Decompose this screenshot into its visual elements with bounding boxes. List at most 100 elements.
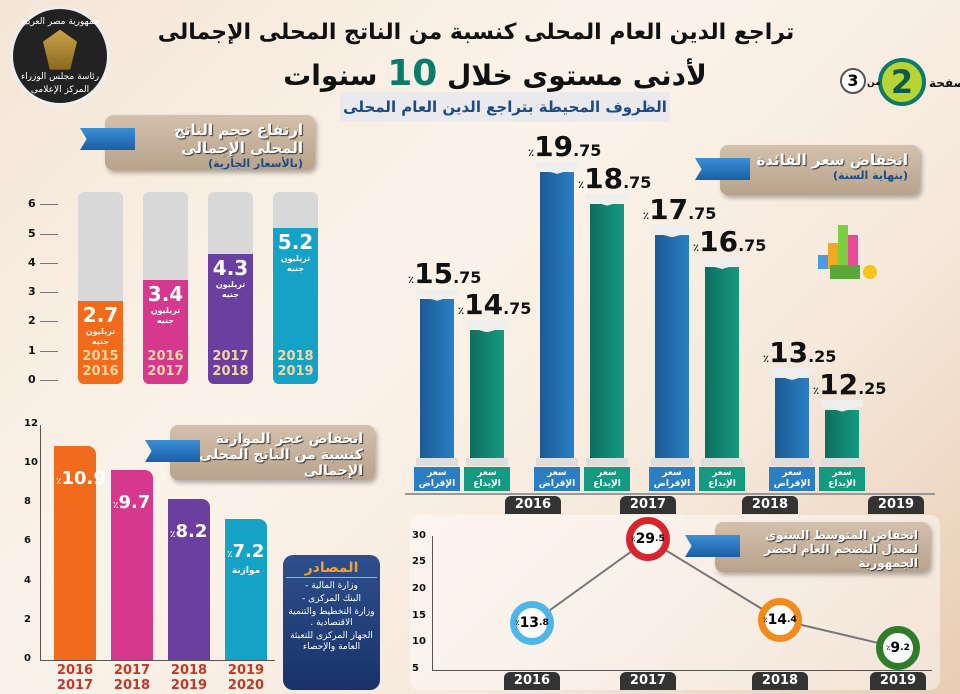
value-int: 14 bbox=[464, 288, 504, 322]
bar-value-label: 2.7 bbox=[82, 302, 119, 327]
lending-rate-bar bbox=[655, 235, 689, 458]
inflation-point: ٪ 29.5 bbox=[626, 517, 670, 562]
gdp-bar bbox=[273, 227, 318, 384]
year-label: 2019 bbox=[870, 672, 926, 690]
ribbon-icon bbox=[695, 158, 750, 180]
deposit-rate-label: سعر الإيداع bbox=[464, 467, 510, 491]
y-tick-label: 20 bbox=[412, 583, 426, 595]
y-tick-label: 10 bbox=[24, 457, 38, 468]
value-int: 17 bbox=[649, 193, 689, 227]
year-label: 2017 bbox=[147, 364, 184, 379]
value: 8.2 bbox=[175, 521, 208, 543]
y-tick-label: 6 bbox=[28, 197, 36, 211]
value: 10.9 bbox=[61, 468, 106, 490]
bar-cap bbox=[536, 161, 578, 174]
y-tick-label: 4 bbox=[28, 255, 36, 269]
deposit-rate-label: سعر الإيداع bbox=[819, 467, 865, 491]
year-label: 2019 bbox=[170, 678, 208, 693]
section-subtitle: الظروف المحيطة بتراجع الدين العام المحلى bbox=[340, 92, 670, 122]
rate-value-label: ٪14.75 bbox=[458, 290, 531, 319]
lending-rate-bar bbox=[420, 298, 454, 458]
y-tick-label: 10 bbox=[412, 636, 426, 648]
percent-sign: ٪ bbox=[528, 147, 535, 159]
year-label: 2016 bbox=[82, 364, 119, 379]
value-int: 18 bbox=[584, 161, 624, 195]
unit-label: تريليون جنيه bbox=[85, 326, 116, 346]
deposit-rate-bar bbox=[705, 267, 739, 458]
year-label: 2017 bbox=[212, 349, 249, 364]
bar-base bbox=[701, 458, 743, 466]
year-label: 2018 bbox=[752, 672, 808, 690]
rate-value-label: ٪15.75 bbox=[408, 259, 481, 288]
chart-title: ارتفاع حجم الناتج المحلى الإجمالى bbox=[174, 121, 303, 157]
source-item: وزارة التخطيط والتنمية الاقتصادية . bbox=[288, 607, 375, 628]
page-current: 2 bbox=[878, 58, 926, 106]
bar-cap bbox=[416, 288, 458, 301]
y-tick-label: 5 bbox=[28, 226, 36, 240]
sources-box: المصادر وزارة المالية - البنك المركزى - … bbox=[283, 555, 380, 690]
y-tick-label: 2 bbox=[24, 613, 31, 625]
y-tick-label: 15 bbox=[412, 609, 426, 621]
page-label: صفحة bbox=[929, 76, 960, 90]
bar-base bbox=[586, 458, 628, 466]
value-int: 19 bbox=[534, 129, 574, 163]
chart-subtitle: (بالأسعار الجارية) bbox=[208, 157, 303, 170]
y-tick-mark bbox=[40, 321, 58, 323]
percent-sign: ٪ bbox=[763, 615, 768, 624]
value-int: 16 bbox=[699, 225, 739, 259]
bar-cap bbox=[821, 399, 863, 412]
x-axis-line bbox=[40, 660, 275, 661]
value-dec: .2 bbox=[900, 642, 910, 653]
money-chart-icon bbox=[808, 225, 883, 290]
sources-title: المصادر bbox=[286, 559, 377, 578]
value-dec: .25 bbox=[858, 378, 887, 398]
title-text: لأدنى مستوى خلال bbox=[447, 59, 707, 92]
chart-subtitle: (بنهاية السنة) bbox=[833, 169, 908, 182]
bar-cap bbox=[651, 225, 693, 238]
year-label: 2015 bbox=[82, 349, 119, 364]
ribbon-icon bbox=[685, 535, 740, 557]
ribbon-icon bbox=[80, 128, 135, 150]
bar-cap bbox=[466, 320, 508, 333]
lending-rate-bar bbox=[775, 377, 809, 458]
year-label: 2020 bbox=[227, 678, 265, 693]
year-label: 2016 bbox=[56, 663, 94, 678]
year-label: 2017 bbox=[620, 672, 676, 690]
percent-sign: ٪ bbox=[515, 619, 520, 628]
value: 7.2 bbox=[232, 540, 265, 562]
x-axis-line bbox=[432, 670, 932, 671]
logo-text: جمهورية مصر العربية bbox=[20, 17, 100, 27]
y-tick-mark bbox=[40, 262, 58, 264]
gdp-bar bbox=[143, 280, 188, 384]
y-tick-label: 0 bbox=[28, 373, 36, 386]
percent-sign: ٪ bbox=[227, 549, 233, 560]
value-dec: .8 bbox=[539, 618, 549, 629]
logo-text: رئاسة مجلس الوزراء bbox=[20, 72, 100, 83]
page-title: تراجع الدين العام المحلى كنسبة من الناتج… bbox=[157, 20, 795, 45]
y-tick-label: 0 bbox=[24, 653, 31, 664]
year-label: 2016 bbox=[505, 496, 561, 514]
gdp-bar bbox=[208, 254, 253, 384]
year-label: 2018 bbox=[277, 349, 314, 364]
bar-base bbox=[466, 458, 508, 466]
value: 9.7 bbox=[118, 491, 151, 513]
year-label: 2016 bbox=[504, 672, 560, 690]
year-label: 2018 bbox=[212, 364, 249, 379]
deficit-bar bbox=[111, 469, 153, 660]
deposit-rate-bar bbox=[825, 409, 859, 458]
value-dec: .75 bbox=[503, 299, 532, 319]
lending-rate-label: سعر الإقراض bbox=[769, 467, 815, 491]
logo-text: المركز الإعلامى bbox=[30, 84, 90, 95]
gdp-chart-title-box: ارتفاع حجم الناتج المحلى الإجمالى (بالأس… bbox=[105, 115, 315, 170]
lending-rate-bar bbox=[540, 171, 574, 458]
inflation-point: ٪ 14.4 bbox=[758, 597, 802, 642]
y-axis-line bbox=[432, 536, 433, 671]
source-item: وزارة المالية - bbox=[305, 581, 358, 591]
value-dec: .75 bbox=[688, 204, 717, 224]
deficit-bar bbox=[54, 446, 96, 660]
value-dec: .75 bbox=[623, 172, 652, 192]
percent-sign: ٪ bbox=[763, 353, 770, 365]
source-item: الجهاز المركزى للتعبئة العامة والإحصاء bbox=[290, 631, 373, 652]
y-tick-mark bbox=[40, 204, 58, 206]
